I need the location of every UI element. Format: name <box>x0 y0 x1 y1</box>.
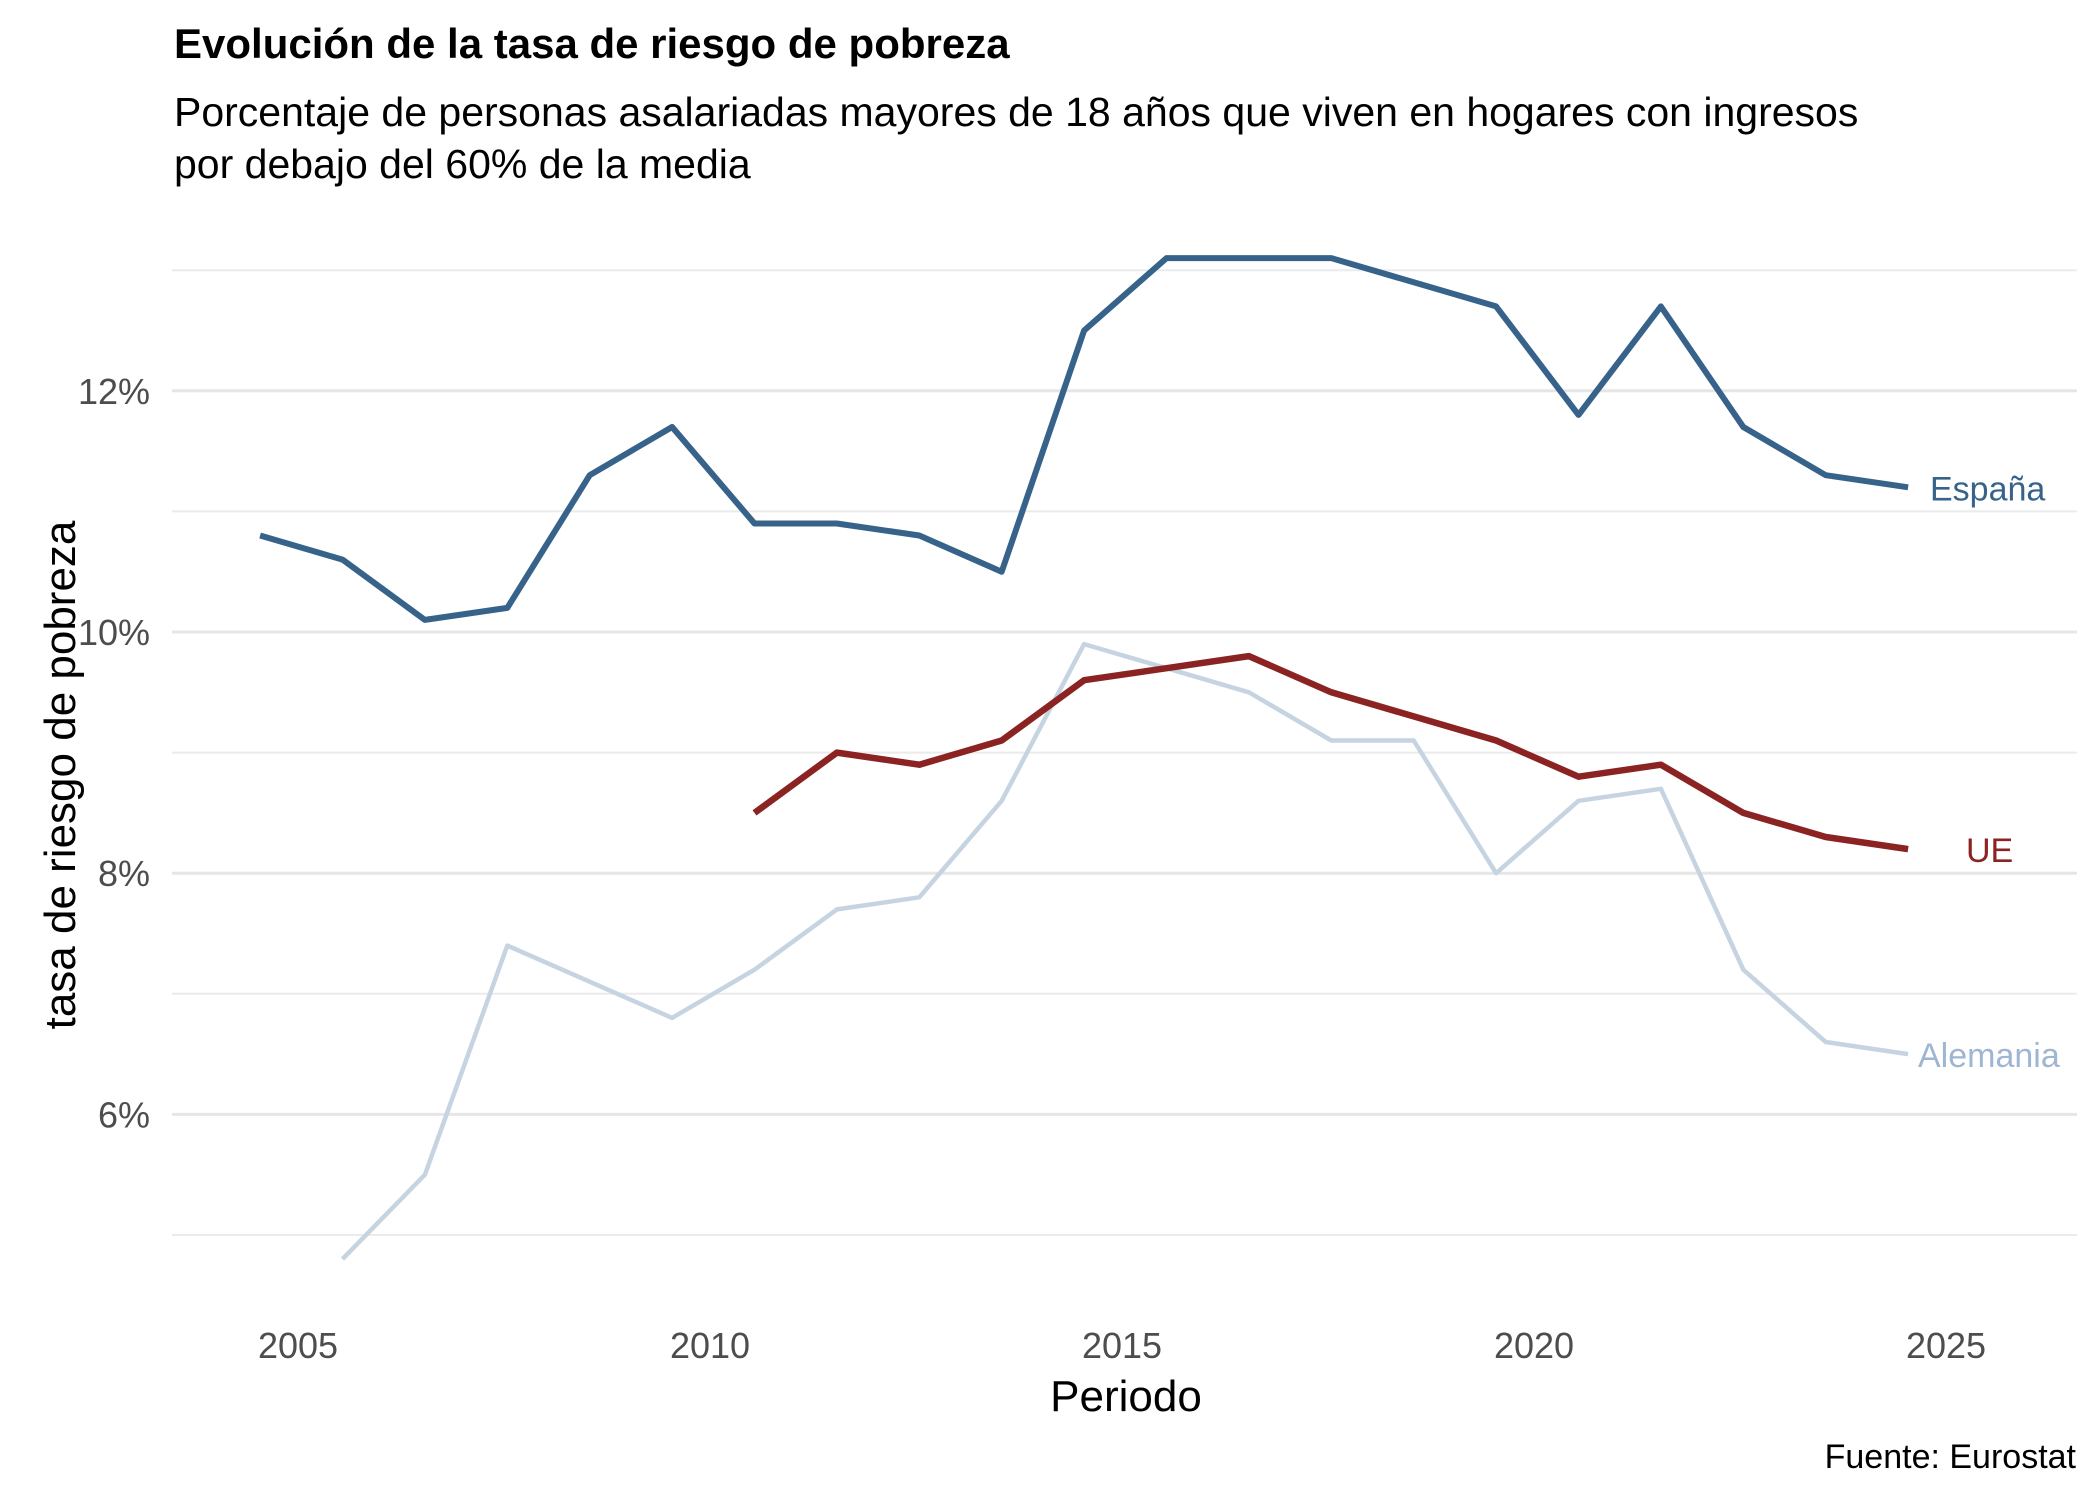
y-axis-tick-labels: 6% 8% 10% 12% <box>78 371 150 1136</box>
x-axis-title: Periodo <box>1050 1372 1202 1421</box>
y-tick-label: 6% <box>98 1094 150 1135</box>
series-line-alemania <box>340 641 1909 1261</box>
x-tick-label: 2005 <box>258 1325 338 1366</box>
y-axis-title: tasa de riesgo de pobreza <box>36 520 85 1030</box>
source-caption: Fuente: Eurostat <box>1824 1438 2076 1476</box>
series-direct-labels: Alemania UE España <box>1918 470 2060 1075</box>
series-lines <box>259 255 1909 1261</box>
y-tick-label: 8% <box>98 853 150 894</box>
series-label: Alemania <box>1918 1037 2060 1075</box>
x-axis-tick-labels: 2005 2010 2015 2020 2025 <box>258 1325 1986 1366</box>
x-tick-label: 2025 <box>1906 1325 1986 1366</box>
x-tick-label: 2015 <box>1082 1325 1162 1366</box>
x-tick-label: 2010 <box>670 1325 750 1366</box>
chart-title: Evolución de la tasa de riesgo de pobrez… <box>174 20 1010 67</box>
major-gridlines <box>172 389 2077 1116</box>
minor-gridlines <box>172 269 2077 1236</box>
x-tick-label: 2020 <box>1494 1325 1574 1366</box>
series-label: España <box>1930 470 2045 508</box>
series-line-espana <box>259 255 1909 623</box>
subtitle-line-2: por debajo del 60% de la media <box>174 141 751 187</box>
subtitle-line-1: Porcentaje de personas asalariadas mayor… <box>174 89 1859 135</box>
y-tick-label: 12% <box>78 371 150 412</box>
chart-subtitle: Porcentaje de personas asalariadas mayor… <box>174 86 1858 190</box>
y-tick-label: 10% <box>78 612 150 653</box>
series-label: UE <box>1966 832 2013 870</box>
